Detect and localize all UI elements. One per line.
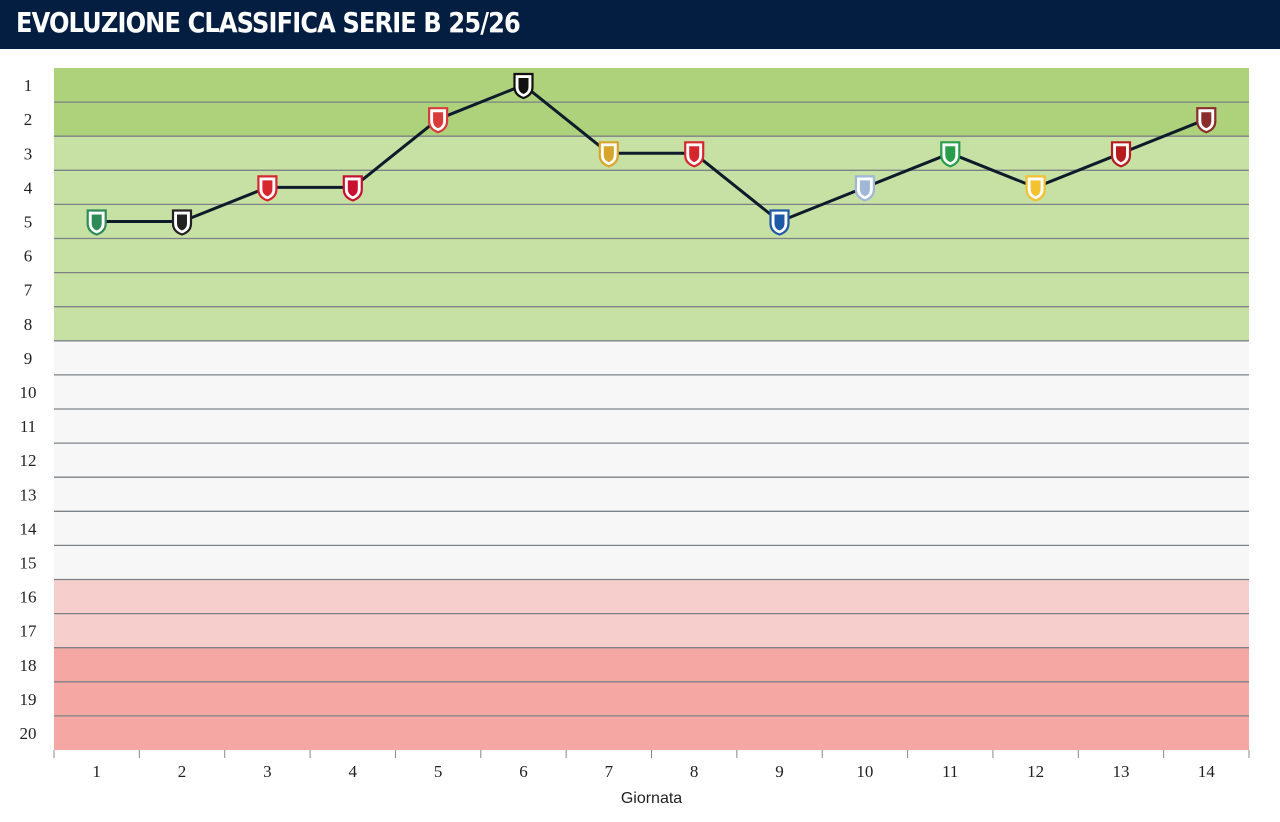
gridlines xyxy=(54,101,1249,717)
x-tick-label: 8 xyxy=(690,762,699,781)
x-tick-label: 12 xyxy=(1027,762,1044,781)
y-tick-label: 17 xyxy=(20,622,38,641)
team-crest-icon xyxy=(257,175,278,202)
series-markers xyxy=(86,72,1217,236)
y-tick-label: 15 xyxy=(20,553,37,572)
x-axis-title: Giornata xyxy=(621,790,682,807)
x-tick-label: 2 xyxy=(178,762,187,781)
team-crest-icon xyxy=(769,209,790,236)
x-tick-label: 4 xyxy=(349,762,358,781)
x-tick-label: 14 xyxy=(1198,762,1216,781)
x-tick-label: 9 xyxy=(775,762,784,781)
team-crest-icon xyxy=(598,141,619,168)
y-tick-label: 3 xyxy=(24,144,33,163)
team-crest-icon xyxy=(428,107,449,134)
y-tick-label: 10 xyxy=(20,383,37,402)
y-tick-label: 1 xyxy=(24,76,33,95)
team-crest-icon xyxy=(684,141,705,168)
y-tick-label: 14 xyxy=(20,519,38,538)
team-crest-icon xyxy=(1110,141,1132,168)
x-tick-label: 5 xyxy=(434,762,443,781)
team-crest-icon xyxy=(940,141,961,168)
x-axis-labels: 1 2 3 4 5 6 7 8 9 10 11 12 13 14 xyxy=(92,762,1215,781)
team-crest-icon xyxy=(171,209,193,236)
y-tick-label: 11 xyxy=(20,417,36,436)
x-tick-label: 6 xyxy=(519,762,528,781)
y-tick-label: 8 xyxy=(24,315,33,334)
x-tick-label: 3 xyxy=(263,762,272,781)
y-tick-label: 18 xyxy=(20,656,37,675)
band-5 xyxy=(54,647,1249,750)
y-tick-label: 9 xyxy=(24,349,33,368)
y-tick-label: 7 xyxy=(24,281,33,300)
y-tick-label: 19 xyxy=(20,690,37,709)
y-tick-label: 20 xyxy=(20,724,37,743)
y-tick-label: 6 xyxy=(24,247,33,266)
x-axis-ticks xyxy=(53,750,1250,758)
chart-header: EVOLUZIONE CLASSIFICA SERIE B 25/26 xyxy=(0,0,1280,49)
team-crest-icon xyxy=(1196,107,1217,134)
x-tick-label: 13 xyxy=(1112,762,1129,781)
x-tick-label: 7 xyxy=(605,762,614,781)
band-3 xyxy=(54,340,1249,580)
team-crest-icon xyxy=(1025,175,1046,202)
y-tick-label: 2 xyxy=(24,110,33,129)
team-crest-icon xyxy=(342,175,363,202)
x-tick-label: 10 xyxy=(856,762,873,781)
team-crest-icon xyxy=(513,72,534,100)
y-tick-label: 5 xyxy=(24,212,33,231)
team-crest-icon xyxy=(854,175,876,202)
y-tick-label: 12 xyxy=(20,451,37,470)
chart-title: EVOLUZIONE CLASSIFICA SERIE B 25/26 xyxy=(16,6,521,39)
series-line xyxy=(96,83,1207,223)
x-tick-label: 11 xyxy=(942,762,958,781)
y-tick-label: 4 xyxy=(24,178,33,197)
team-crest-icon xyxy=(86,209,107,236)
y-tick-label: 13 xyxy=(20,485,37,504)
y-tick-label: 16 xyxy=(20,588,37,607)
x-tick-label: 1 xyxy=(92,762,101,781)
